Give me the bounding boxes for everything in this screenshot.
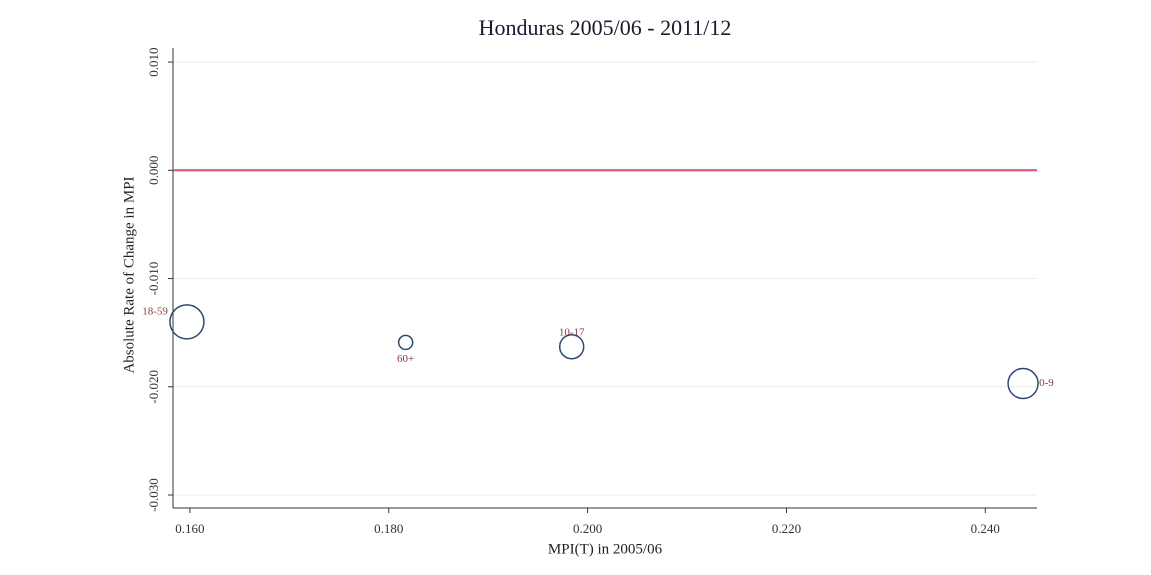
x-tick-label: 0.180 (374, 521, 403, 536)
point-label: 60+ (397, 353, 414, 365)
point-label: 18-59 (142, 305, 168, 317)
bubble (1007, 367, 1039, 400)
y-tick-label: -0.030 (146, 478, 161, 512)
y-tick-label: -0.020 (146, 370, 161, 404)
bubble (397, 334, 414, 351)
x-tick-label: 0.160 (175, 521, 204, 536)
y-axis-title: Absolute Rate of Change in MPI (121, 176, 137, 373)
x-tick-label: 0.240 (971, 521, 1000, 536)
x-tick-label: 0.200 (573, 521, 602, 536)
y-tick-label: -0.010 (146, 262, 161, 296)
bubble (558, 333, 585, 360)
point-label: 10-17 (559, 326, 585, 338)
x-axis-title: MPI(T) in 2005/06 (548, 541, 663, 557)
y-tick-label: 0.010 (146, 47, 161, 76)
point-label: 0-9 (1039, 377, 1054, 389)
chart-title: Honduras 2005/06 - 2011/12 (479, 15, 732, 40)
bubble (169, 304, 205, 340)
x-tick-label: 0.220 (772, 521, 801, 536)
y-tick-label: 0.000 (146, 156, 161, 185)
